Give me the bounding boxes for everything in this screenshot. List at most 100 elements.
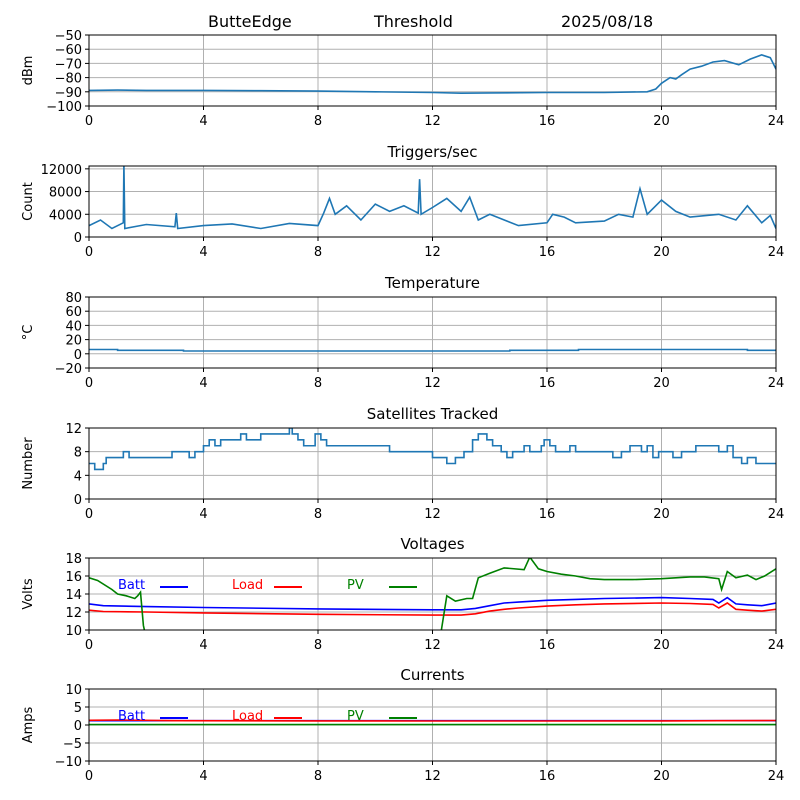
y-axis-label: Volts <box>21 578 36 610</box>
x-tick-label: 0 <box>85 507 93 522</box>
x-tick-label: 4 <box>199 769 207 784</box>
header-mode: Threshold <box>373 12 453 31</box>
x-tick-label: 12 <box>424 638 441 653</box>
y-tick-label: 0 <box>74 348 82 363</box>
x-tick-label: 4 <box>199 245 207 260</box>
y-tick-label: 14 <box>65 588 82 603</box>
x-tick-label: 12 <box>424 769 441 784</box>
y-tick-label: 40 <box>65 319 82 334</box>
series-line-triggers <box>89 166 776 230</box>
x-tick-label: 8 <box>314 114 322 129</box>
panel-title: Satellites Tracked <box>367 405 498 423</box>
y-axis-label: Count <box>21 182 36 221</box>
x-tick-label: 20 <box>653 507 670 522</box>
series-line-signal <box>89 54 776 95</box>
panel-voltages: Batt Load PV 0 4 8 12 16 20 24 10 12 14 16 18 Voltages V… <box>21 535 784 653</box>
x-tick-label: 16 <box>539 114 556 129</box>
legend-label-load: Load <box>232 578 263 593</box>
x-tick-label: 16 <box>539 638 556 653</box>
x-tick-label: 24 <box>768 245 785 260</box>
x-tick-label: 0 <box>85 245 93 260</box>
x-tick-label: 8 <box>314 638 322 653</box>
y-tick-label: −5 <box>63 737 82 752</box>
y-tick-label: −80 <box>55 72 82 87</box>
x-tick-label: 4 <box>199 507 207 522</box>
legend-label-load: Load <box>232 709 263 724</box>
y-tick-label: 8000 <box>49 186 82 201</box>
x-tick-label: 8 <box>314 507 322 522</box>
y-tick-label: −20 <box>55 362 82 377</box>
series-line-temperature <box>89 348 776 352</box>
x-tick-label: 16 <box>539 769 556 784</box>
x-tick-label: 0 <box>85 638 93 653</box>
y-tick-label: −50 <box>55 29 82 44</box>
x-tick-label: 4 <box>199 638 207 653</box>
header-station: ButteEdge <box>208 12 292 31</box>
y-tick-label: 4000 <box>49 208 82 223</box>
x-tick-label: 4 <box>199 114 207 129</box>
series-line-batt <box>89 596 776 611</box>
legend-label-pv: PV <box>347 709 364 724</box>
y-tick-label: −70 <box>55 57 82 72</box>
x-tick-label: 12 <box>424 507 441 522</box>
y-tick-label: −100 <box>46 100 82 115</box>
y-tick-label: 0 <box>74 719 82 734</box>
y-tick-label: 12 <box>65 606 82 621</box>
panel-title: Temperature <box>384 274 480 292</box>
x-tick-label: 8 <box>314 376 322 391</box>
x-tick-label: 20 <box>653 638 670 653</box>
y-tick-label: 60 <box>65 305 82 320</box>
series-line-load <box>89 719 776 722</box>
legend-label-batt: Batt <box>118 709 145 724</box>
x-tick-label: 12 <box>424 245 441 260</box>
x-tick-label: 12 <box>424 114 441 129</box>
series-line-pv <box>89 558 776 630</box>
x-tick-label: 8 <box>314 769 322 784</box>
y-tick-label: −10 <box>55 755 82 770</box>
legend-label-batt: Batt <box>118 578 145 593</box>
x-tick-label: 16 <box>539 376 556 391</box>
y-tick-label: 20 <box>65 334 82 349</box>
x-tick-label: 24 <box>768 507 785 522</box>
x-tick-label: 4 <box>199 376 207 391</box>
y-axis-label: Number <box>21 437 36 490</box>
x-tick-label: 0 <box>85 769 93 784</box>
header-date: 2025/08/18 <box>561 12 653 31</box>
panel-title: Triggers/sec <box>387 143 478 161</box>
panel-satellites: 0 4 8 12 16 20 24 0 4 8 12 Satellites Tracked Number <box>21 405 784 522</box>
x-tick-label: 20 <box>653 114 670 129</box>
y-tick-label: 18 <box>65 552 82 567</box>
y-tick-label: −60 <box>55 43 82 58</box>
y-tick-label: 16 <box>65 570 82 585</box>
x-tick-label: 16 <box>539 245 556 260</box>
x-tick-label: 0 <box>85 376 93 391</box>
x-tick-label: 20 <box>653 245 670 260</box>
y-tick-label: 12 <box>65 422 82 437</box>
series-line-satellites <box>89 428 776 471</box>
y-axis-label: °C <box>21 325 36 341</box>
x-tick-label: 16 <box>539 507 556 522</box>
panel-title: Voltages <box>400 535 464 553</box>
x-tick-label: 24 <box>768 376 785 391</box>
y-tick-label: 10 <box>65 624 82 639</box>
x-tick-label: 24 <box>768 769 785 784</box>
x-tick-label: 24 <box>768 114 785 129</box>
y-tick-label: 80 <box>65 291 82 306</box>
x-tick-label: 24 <box>768 638 785 653</box>
y-tick-label: 10 <box>65 683 82 698</box>
x-tick-label: 8 <box>314 245 322 260</box>
panel-title: Currents <box>400 666 464 684</box>
y-tick-label: 0 <box>74 231 82 246</box>
legend-label-pv: PV <box>347 578 364 593</box>
y-tick-label: 0 <box>74 493 82 508</box>
panel-triggers: 0 4 8 12 16 20 24 0 4000 8000 12000 Triggers/sec Cou… <box>21 143 784 260</box>
y-tick-label: 5 <box>74 701 82 716</box>
x-tick-label: 12 <box>424 376 441 391</box>
panel-currents: Batt Load PV 0 4 8 12 16 20 24 −10 −5 0 5 10 Currents Am… <box>21 666 784 784</box>
y-tick-label: −90 <box>55 86 82 101</box>
y-tick-label: 12000 <box>41 163 82 178</box>
y-tick-label: 8 <box>74 446 82 461</box>
